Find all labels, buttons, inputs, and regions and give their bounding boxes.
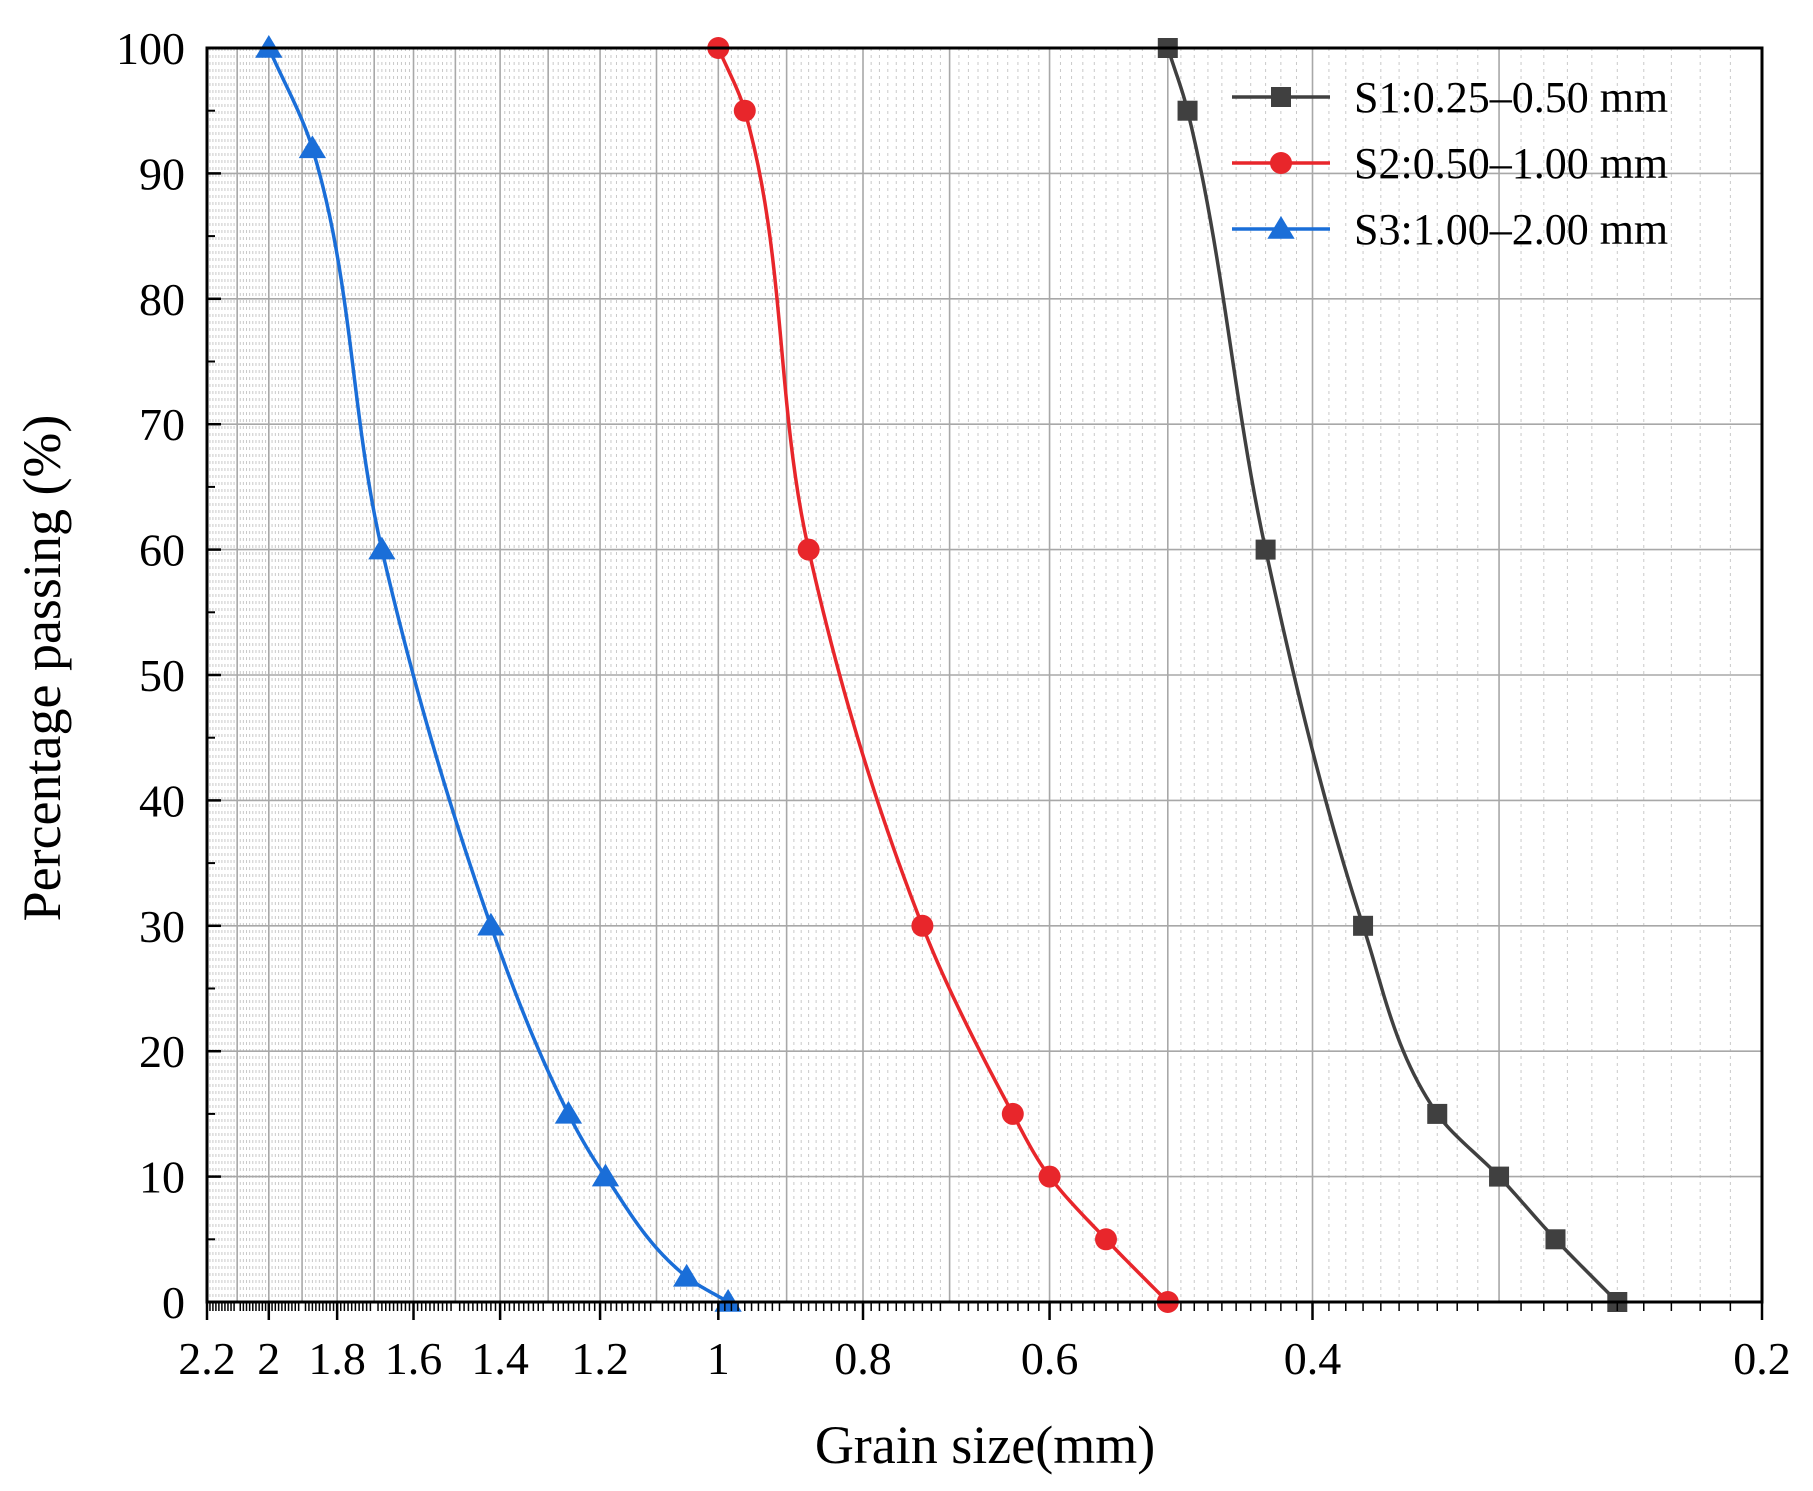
y-tick-label: 100: [116, 23, 185, 74]
legend-marker: [1271, 87, 1291, 107]
data-point: [1353, 915, 1374, 936]
data-point: [1038, 1165, 1061, 1188]
x-tick-label: 0.6: [1021, 1333, 1079, 1384]
legend-item: S3:1.00–2.00 mm: [1232, 205, 1668, 254]
data-point: [368, 536, 396, 560]
y-tick-label: 30: [139, 901, 185, 952]
y-tick-label: 40: [139, 775, 185, 826]
legend-item: S1:0.25–0.50 mm: [1232, 73, 1668, 122]
y-tick-label: 70: [139, 399, 185, 450]
data-point: [298, 135, 327, 159]
data-point: [255, 35, 283, 58]
data-point: [733, 99, 756, 122]
data-point: [911, 914, 934, 937]
series-line: [716, 47, 1170, 1304]
x-tick-label: 1: [707, 1333, 730, 1384]
data-point: [1427, 1103, 1448, 1124]
y-tick-label: 60: [139, 525, 185, 576]
series-layer: [255, 35, 1628, 1313]
data-point: [1489, 1166, 1510, 1187]
x-tick-label: 1.2: [571, 1333, 629, 1384]
legend: S1:0.25–0.50 mm S2:0.50–1.00 mm S3:1.00–2.…: [1232, 73, 1668, 254]
x-tick-label: 0.4: [1284, 1333, 1342, 1384]
y-tick-label: 0: [162, 1277, 185, 1328]
x-tick-label: 0.2: [1733, 1333, 1791, 1384]
data-point: [1545, 1229, 1566, 1250]
grid-layer: [206, 47, 1763, 1303]
series-2: [707, 37, 1179, 1313]
series-line: [267, 47, 730, 1304]
data-point: [673, 1263, 701, 1287]
data-point: [477, 912, 505, 936]
series-3: [255, 35, 742, 1312]
legend-label: S2:0.50–1.00 mm: [1354, 139, 1668, 188]
y-tick-label: 50: [139, 650, 185, 701]
legend-marker: [1270, 152, 1292, 174]
x-axis-title: Grain size(mm): [815, 1415, 1155, 1475]
y-tick-label: 90: [139, 148, 185, 199]
y-tick-label: 20: [139, 1026, 185, 1077]
legend-item: S2:0.50–1.00 mm: [1232, 139, 1668, 188]
x-tick-label: 1.4: [471, 1333, 529, 1384]
x-tick-label: 1.8: [308, 1333, 366, 1384]
axis-layer: 0 10 20 30 40 50 60 70 80 90 100 2.2 2 1.8 1.6 1.4 1.2 1 0…: [116, 23, 1791, 1384]
data-point: [1255, 539, 1276, 560]
x-tick-label: 0.8: [834, 1333, 892, 1384]
x-tick-label: 2.2: [178, 1333, 236, 1384]
y-axis-title: Percentage passing (%): [12, 415, 72, 922]
legend-label: S1:0.25–0.50 mm: [1354, 73, 1668, 122]
series-1: [1157, 38, 1628, 1312]
data-point: [1177, 100, 1198, 121]
legend-label: S3:1.00–2.00 mm: [1354, 205, 1668, 254]
x-tick-label: 2: [257, 1333, 280, 1384]
data-point: [714, 1289, 742, 1312]
data-point: [591, 1163, 620, 1187]
series-line: [1166, 47, 1619, 1304]
data-point: [1001, 1102, 1024, 1125]
x-tick-label: 1.6: [385, 1333, 443, 1384]
y-tick-label: 10: [139, 1152, 185, 1203]
legend-marker: [1267, 216, 1295, 239]
data-point: [1094, 1228, 1117, 1251]
data-point: [554, 1100, 583, 1124]
data-point: [797, 538, 820, 561]
y-tick-label: 80: [139, 274, 185, 325]
